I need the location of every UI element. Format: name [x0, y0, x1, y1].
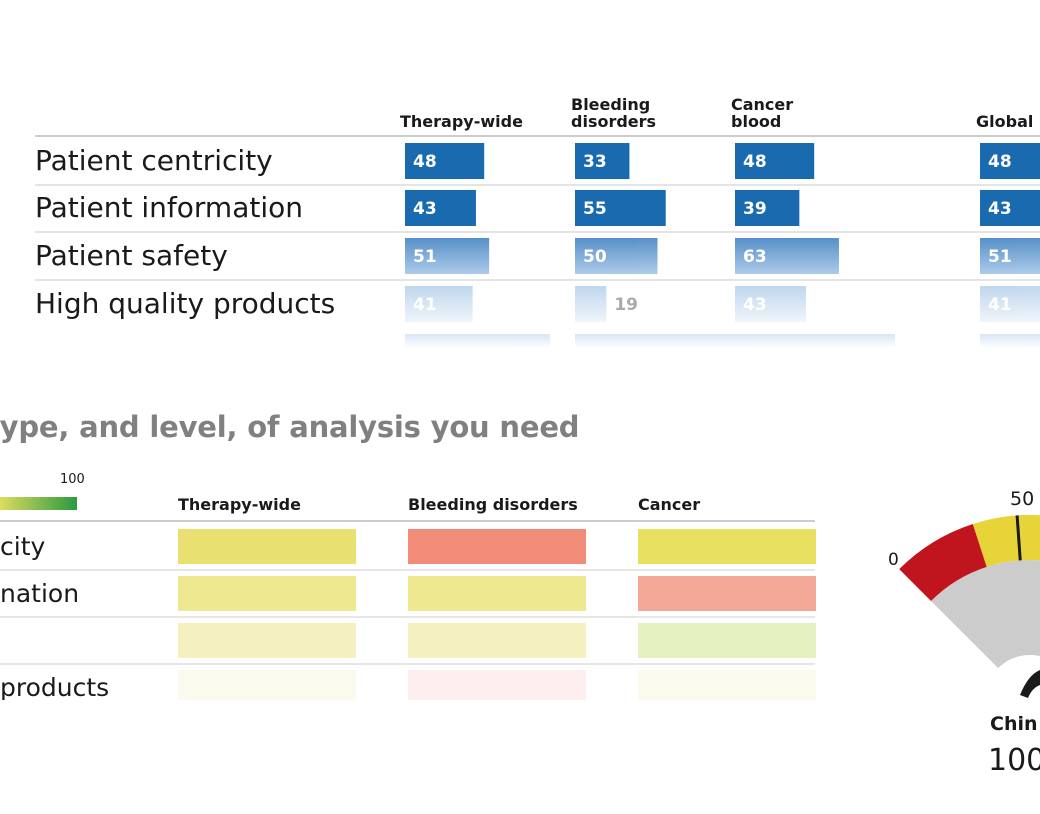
bar-group: 19 — [575, 286, 638, 322]
heatmap-cell — [638, 670, 816, 700]
gauge-tick-label: 50 — [1010, 488, 1034, 510]
bar — [735, 143, 815, 179]
faded-bar — [980, 334, 1040, 348]
bar-value: 51 — [413, 247, 437, 267]
column-header: Bleeding disorders — [408, 495, 578, 514]
bar-value: 39 — [743, 199, 767, 219]
gauge-needle — [1020, 670, 1040, 698]
bar-group: 41 — [405, 286, 473, 322]
gauge-chart: 0 50 Chin 100 — [888, 488, 1040, 778]
bar-value: 50 — [583, 247, 607, 267]
bar — [405, 190, 476, 226]
row-label: city — [0, 532, 45, 561]
heatmap-cell — [178, 623, 356, 658]
bar — [735, 238, 839, 274]
bar-group: 50 — [575, 238, 658, 274]
bar-group: 48 — [980, 143, 1040, 179]
row-label: Patient safety — [35, 239, 228, 272]
gauge-label: Chin — [990, 713, 1038, 735]
heatmap-cell — [178, 529, 356, 564]
bar-value: 19 — [614, 295, 638, 315]
gauge-tick — [1015, 515, 1022, 561]
heatmap-cell — [638, 623, 816, 658]
bar-value: 48 — [413, 152, 437, 172]
bar-group: 41 — [980, 286, 1040, 322]
bar-value: 63 — [743, 247, 767, 267]
heatmap-cell — [638, 529, 816, 564]
bar-value: 48 — [988, 152, 1012, 172]
column-header: Therapy-wide — [178, 495, 301, 514]
heatmap-cell — [408, 529, 586, 564]
bar-group: 43 — [980, 190, 1040, 226]
gauge-band-low — [899, 524, 987, 602]
column-header: disorders — [571, 112, 656, 131]
heatmap-cell — [638, 576, 816, 611]
faded-bar — [735, 334, 895, 348]
row-label: products — [0, 673, 109, 700]
column-header: Cancer — [731, 95, 793, 114]
row-label: Patient information — [35, 191, 303, 224]
heatmap-cell — [408, 670, 586, 700]
bar-value: 55 — [583, 199, 607, 219]
bar — [575, 238, 658, 274]
bar — [405, 143, 485, 179]
heatmap-table: 100 Therapy-wide Bleeding disorders Cancer c… — [0, 472, 816, 700]
gauge-band-mid — [972, 515, 1040, 567]
bar — [405, 286, 473, 322]
bar — [980, 190, 1040, 226]
heatmap-cell — [408, 576, 586, 611]
bar-value: 41 — [988, 295, 1012, 315]
bar — [405, 238, 490, 274]
bar-value: 43 — [988, 199, 1012, 219]
row-label: High quality products — [35, 287, 335, 320]
legend-max-label: 100 — [60, 472, 85, 487]
bar-group: 48 — [735, 143, 815, 179]
bar — [575, 143, 630, 179]
row-label: Patient centricity — [35, 144, 273, 177]
bar — [575, 190, 666, 226]
gauge-tick-label: 0 — [888, 550, 899, 570]
column-header: Therapy-wide — [400, 112, 523, 131]
bar — [735, 190, 800, 226]
bar-value: 33 — [583, 152, 607, 172]
bar — [980, 286, 1040, 322]
bar-group: 55 — [575, 190, 666, 226]
faded-bar — [405, 334, 550, 348]
bar-value: 51 — [988, 247, 1012, 267]
column-header: Cancer — [638, 495, 700, 514]
faded-bar — [575, 334, 735, 348]
bar-value: 43 — [743, 295, 767, 315]
bar — [980, 143, 1040, 179]
column-header: Bleeding — [571, 95, 650, 114]
heatmap-cell — [178, 670, 356, 700]
bar-group: 43 — [405, 190, 476, 226]
heatmap-cell — [408, 623, 586, 658]
bar-value: 41 — [413, 295, 437, 315]
section-heading: type, and level, of analysis you need — [0, 410, 580, 444]
bar-group: 51 — [405, 238, 490, 274]
bar-value: 43 — [413, 199, 437, 219]
column-header: blood — [731, 112, 781, 131]
row-label: nation — [0, 579, 79, 608]
bar-group: 33 — [575, 143, 630, 179]
bar — [575, 286, 607, 322]
heatmap-cell — [178, 576, 356, 611]
gauge-value: 100 — [988, 743, 1040, 778]
bar-value: 48 — [743, 152, 767, 172]
bar-group: 48 — [405, 143, 485, 179]
bar-group: 39 — [735, 190, 800, 226]
bar-group: 63 — [735, 238, 839, 274]
bar — [980, 238, 1040, 274]
column-header: Global — [976, 112, 1033, 131]
gauge-background — [931, 560, 1040, 669]
bar-group: 43 — [735, 286, 806, 322]
bar-group: 51 — [980, 238, 1040, 274]
legend-bar — [0, 497, 77, 510]
bar — [735, 286, 806, 322]
